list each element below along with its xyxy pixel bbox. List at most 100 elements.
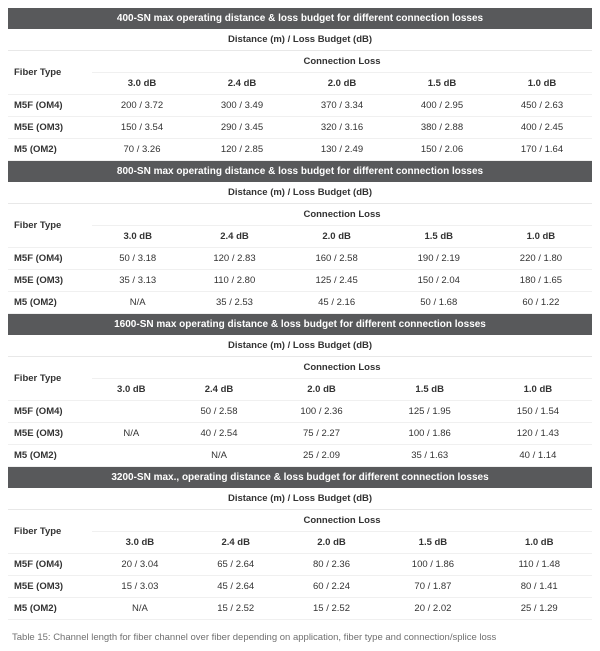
col-header: 1.0 dB bbox=[492, 73, 592, 95]
data-cell: 200 / 3.72 bbox=[92, 95, 192, 117]
data-cell: 120 / 2.85 bbox=[192, 139, 292, 161]
data-cell: 25 / 2.09 bbox=[267, 445, 375, 467]
data-cell: 35 / 2.53 bbox=[183, 292, 285, 314]
data-cell: 20 / 2.02 bbox=[379, 598, 486, 620]
col-header: 2.4 dB bbox=[192, 73, 292, 95]
data-cell: 150 / 2.04 bbox=[388, 270, 490, 292]
data-cell: 400 / 2.45 bbox=[492, 117, 592, 139]
data-cell: 400 / 2.95 bbox=[392, 95, 492, 117]
data-cell: 130 / 2.49 bbox=[292, 139, 392, 161]
col-header: 3.0 dB bbox=[92, 532, 188, 554]
table-row: M5 (OM2)N/A25 / 2.0935 / 1.6340 / 1.14 bbox=[8, 445, 592, 467]
data-cell: 100 / 1.86 bbox=[376, 423, 484, 445]
fiber-type-cell: M5 (OM2) bbox=[8, 139, 92, 161]
data-cell: 150 / 1.54 bbox=[484, 401, 592, 423]
data-cell: 120 / 2.83 bbox=[183, 248, 285, 270]
col-header: 2.0 dB bbox=[286, 226, 388, 248]
col-header: 2.4 dB bbox=[183, 226, 285, 248]
data-cell: 300 / 3.49 bbox=[192, 95, 292, 117]
tables-container: 400-SN max operating distance & loss bud… bbox=[8, 8, 592, 620]
connection-loss-header: Connection Loss bbox=[92, 51, 592, 73]
data-table: Fiber TypeConnection Loss3.0 dB2.4 dB2.0… bbox=[8, 51, 592, 161]
data-cell: 40 / 1.14 bbox=[484, 445, 592, 467]
fiber-type-cell: M5E (OM3) bbox=[8, 270, 92, 292]
data-table: Fiber TypeConnection Loss3.0 dB2.4 dB2.0… bbox=[8, 357, 592, 467]
table-row: M5 (OM2)N/A15 / 2.5215 / 2.5220 / 2.0225… bbox=[8, 598, 592, 620]
section-title: 800-SN max operating distance & loss bud… bbox=[8, 161, 592, 182]
data-cell: 320 / 3.16 bbox=[292, 117, 392, 139]
col-header: 2.0 dB bbox=[267, 379, 375, 401]
table-section: 1600-SN max operating distance & loss bu… bbox=[8, 314, 592, 467]
data-table: Fiber TypeConnection Loss3.0 dB2.4 dB2.0… bbox=[8, 204, 592, 314]
table-row: M5F (OM4)200 / 3.72300 / 3.49370 / 3.344… bbox=[8, 95, 592, 117]
data-cell bbox=[92, 445, 171, 467]
col-header: 3.0 dB bbox=[92, 226, 183, 248]
table-row: M5E (OM3)35 / 3.13110 / 2.80125 / 2.4515… bbox=[8, 270, 592, 292]
data-cell: 100 / 2.36 bbox=[267, 401, 375, 423]
data-cell: N/A bbox=[92, 598, 188, 620]
data-cell: 120 / 1.43 bbox=[484, 423, 592, 445]
data-cell: 110 / 1.48 bbox=[486, 554, 592, 576]
data-cell bbox=[92, 401, 171, 423]
fiber-type-cell: M5 (OM2) bbox=[8, 445, 92, 467]
data-cell: 180 / 1.65 bbox=[490, 270, 592, 292]
data-cell: 45 / 2.16 bbox=[286, 292, 388, 314]
section-subtitle: Distance (m) / Loss Budget (dB) bbox=[8, 488, 592, 510]
data-cell: 450 / 2.63 bbox=[492, 95, 592, 117]
col-header: 3.0 dB bbox=[92, 379, 171, 401]
table-row: M5E (OM3)150 / 3.54290 / 3.45320 / 3.163… bbox=[8, 117, 592, 139]
table-row: M5F (OM4)20 / 3.0465 / 2.6480 / 2.36100 … bbox=[8, 554, 592, 576]
section-title: 400-SN max operating distance & loss bud… bbox=[8, 8, 592, 29]
data-cell: 65 / 2.64 bbox=[188, 554, 284, 576]
col-header: 1.0 dB bbox=[490, 226, 592, 248]
table-row: M5 (OM2)N/A35 / 2.5345 / 2.1650 / 1.6860… bbox=[8, 292, 592, 314]
fiber-type-cell: M5E (OM3) bbox=[8, 576, 92, 598]
fiber-type-cell: M5 (OM2) bbox=[8, 292, 92, 314]
col-header: 2.0 dB bbox=[284, 532, 380, 554]
data-cell: 70 / 3.26 bbox=[92, 139, 192, 161]
data-cell: 50 / 2.58 bbox=[171, 401, 268, 423]
col-header: 3.0 dB bbox=[92, 73, 192, 95]
data-cell: N/A bbox=[92, 423, 171, 445]
data-cell: 70 / 1.87 bbox=[379, 576, 486, 598]
table-row: M5F (OM4)50 / 2.58100 / 2.36125 / 1.9515… bbox=[8, 401, 592, 423]
fiber-type-cell: M5E (OM3) bbox=[8, 117, 92, 139]
col-header: 1.5 dB bbox=[379, 532, 486, 554]
data-cell: 60 / 2.24 bbox=[284, 576, 380, 598]
fiber-type-header: Fiber Type bbox=[8, 204, 92, 248]
data-cell: 190 / 2.19 bbox=[388, 248, 490, 270]
connection-loss-header: Connection Loss bbox=[92, 357, 592, 379]
data-cell: 15 / 2.52 bbox=[188, 598, 284, 620]
fiber-type-cell: M5F (OM4) bbox=[8, 554, 92, 576]
table-section: 800-SN max operating distance & loss bud… bbox=[8, 161, 592, 314]
section-subtitle: Distance (m) / Loss Budget (dB) bbox=[8, 335, 592, 357]
data-table: Fiber TypeConnection Loss3.0 dB2.4 dB2.0… bbox=[8, 510, 592, 620]
data-cell: 15 / 2.52 bbox=[284, 598, 380, 620]
fiber-type-header: Fiber Type bbox=[8, 357, 92, 401]
data-cell: 35 / 1.63 bbox=[376, 445, 484, 467]
table-row: M5E (OM3)15 / 3.0345 / 2.6460 / 2.2470 /… bbox=[8, 576, 592, 598]
data-cell: 20 / 3.04 bbox=[92, 554, 188, 576]
fiber-type-cell: M5 (OM2) bbox=[8, 598, 92, 620]
col-header: 1.5 dB bbox=[376, 379, 484, 401]
data-cell: 80 / 1.41 bbox=[486, 576, 592, 598]
col-header: 1.0 dB bbox=[486, 532, 592, 554]
fiber-type-cell: M5F (OM4) bbox=[8, 401, 92, 423]
data-cell: 50 / 1.68 bbox=[388, 292, 490, 314]
data-cell: 25 / 1.29 bbox=[486, 598, 592, 620]
connection-loss-header: Connection Loss bbox=[92, 204, 592, 226]
table-section: 3200-SN max., operating distance & loss … bbox=[8, 467, 592, 620]
data-cell: 290 / 3.45 bbox=[192, 117, 292, 139]
table-row: M5E (OM3)N/A40 / 2.5475 / 2.27100 / 1.86… bbox=[8, 423, 592, 445]
col-header: 2.4 dB bbox=[188, 532, 284, 554]
data-cell: 125 / 2.45 bbox=[286, 270, 388, 292]
data-cell: 60 / 1.22 bbox=[490, 292, 592, 314]
fiber-type-cell: M5F (OM4) bbox=[8, 95, 92, 117]
section-subtitle: Distance (m) / Loss Budget (dB) bbox=[8, 29, 592, 51]
data-cell: 380 / 2.88 bbox=[392, 117, 492, 139]
data-cell: N/A bbox=[92, 292, 183, 314]
fiber-type-header: Fiber Type bbox=[8, 51, 92, 95]
table-row: M5F (OM4)50 / 3.18120 / 2.83160 / 2.5819… bbox=[8, 248, 592, 270]
table-caption: Table 15: Channel length for fiber chann… bbox=[8, 632, 592, 643]
data-cell: 45 / 2.64 bbox=[188, 576, 284, 598]
